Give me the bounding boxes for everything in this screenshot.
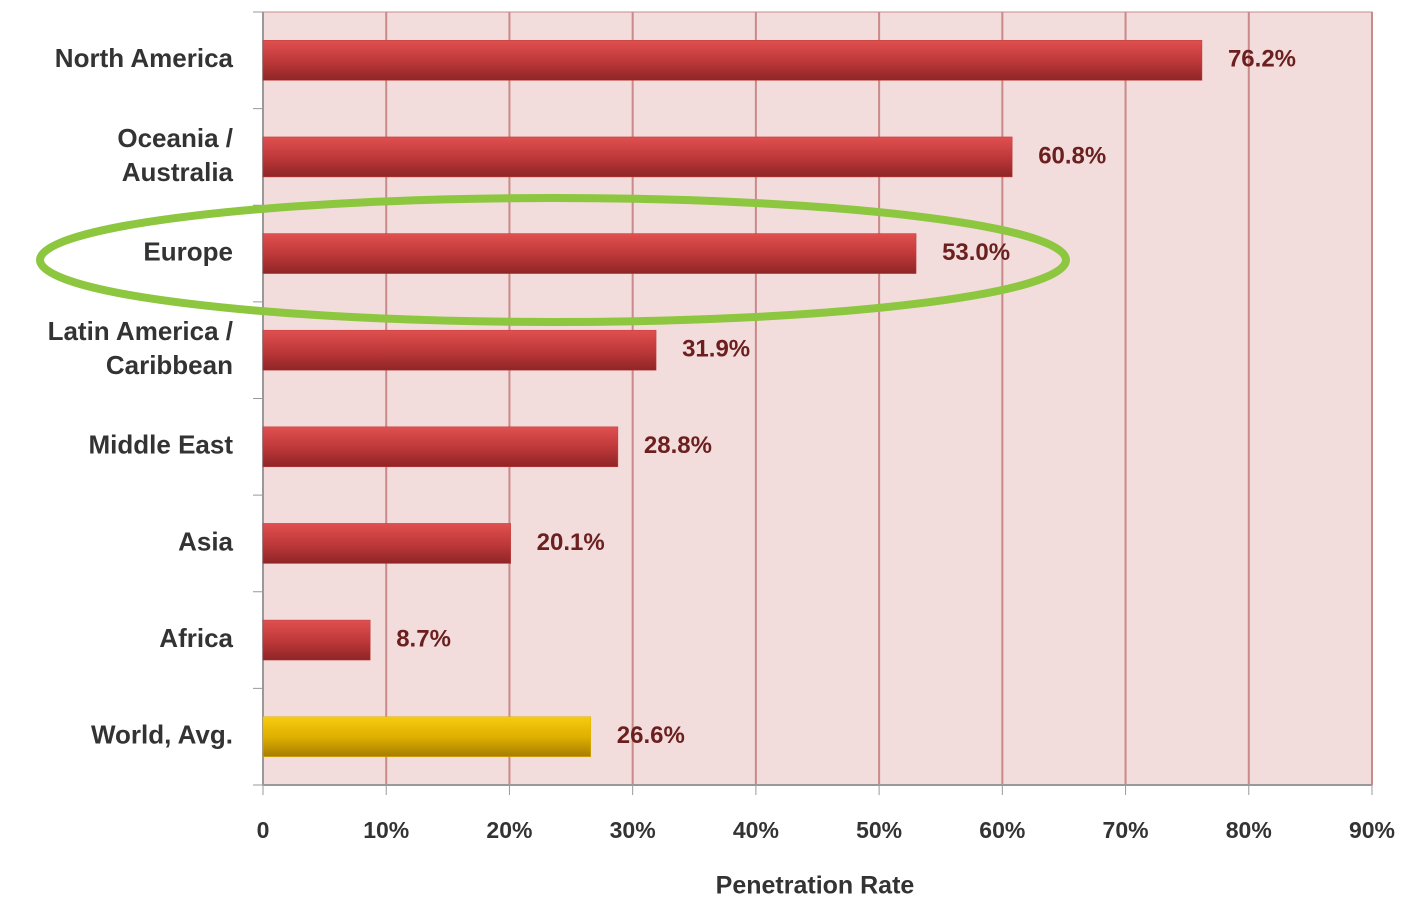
bar — [262, 136, 1013, 178]
bar — [262, 716, 592, 757]
bar — [262, 233, 917, 274]
x-tick-label: 10% — [363, 817, 409, 843]
highlight-ellipse — [36, 194, 1070, 326]
plot-area — [262, 11, 1373, 786]
x-tick-label: 30% — [610, 817, 656, 843]
y-tick-label: World, Avg. — [91, 720, 233, 750]
value-label: 20.1% — [537, 529, 605, 556]
x-tick-label: 20% — [486, 817, 532, 843]
x-tick-label: 40% — [733, 817, 779, 843]
value-label: 76.2% — [1228, 46, 1296, 73]
y-tick-label: Oceania / Australia — [117, 123, 233, 187]
x-tick-label: 0 — [257, 817, 270, 843]
bar — [262, 426, 619, 468]
x-tick-label: 60% — [979, 817, 1025, 843]
bar — [262, 619, 371, 661]
value-label: 26.6% — [617, 722, 685, 749]
value-label: 31.9% — [682, 336, 750, 363]
x-tick-label: 50% — [856, 817, 902, 843]
bar — [262, 329, 657, 371]
y-tick-label: Asia — [178, 526, 233, 556]
value-label: 28.8% — [644, 432, 712, 459]
x-tick-label: 80% — [1226, 817, 1272, 843]
x-axis-title: Penetration Rate — [716, 872, 915, 900]
value-label: 60.8% — [1038, 142, 1106, 169]
x-tick-label: 70% — [1103, 817, 1149, 843]
y-tick-label: Middle East — [89, 430, 234, 460]
y-tick-label: Latin America / Caribbean — [48, 316, 233, 380]
value-label: 53.0% — [942, 239, 1010, 266]
value-label: 8.7% — [396, 625, 451, 652]
y-tick-label: North America — [55, 43, 234, 73]
x-tick-label: 90% — [1349, 817, 1395, 843]
bar — [262, 523, 511, 564]
y-tick-label: Europe — [143, 236, 233, 266]
y-tick-label: Africa — [159, 623, 233, 653]
bar — [262, 40, 1203, 81]
